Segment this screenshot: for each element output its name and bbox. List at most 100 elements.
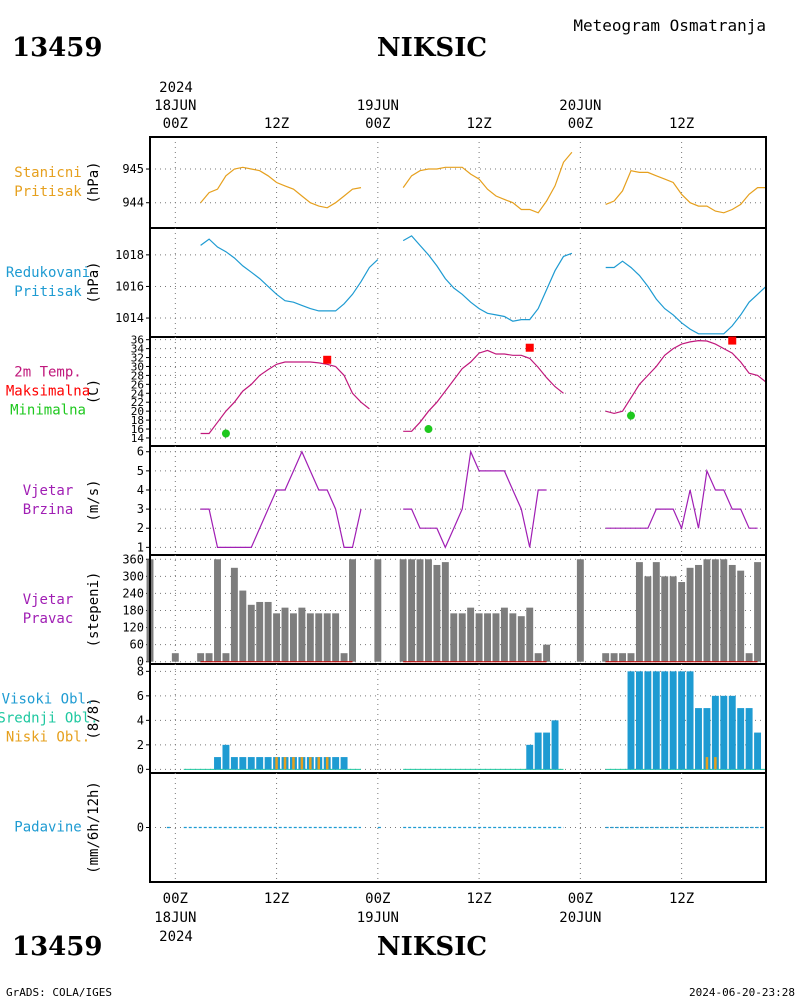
panel-label: 2m Temp. (14, 365, 81, 381)
cloud-low-bar (300, 757, 304, 770)
time-ticks-bottom: 00Z 18JUN 12Z 00Z 19JUN 12Z 00Z 20JUN 12Z (154, 891, 694, 926)
series-line (402, 151, 573, 214)
direction-bar (214, 559, 221, 662)
panel-label: Redukovani (6, 265, 90, 281)
direction-bar (678, 582, 686, 662)
y-tick-label: 36 (131, 334, 144, 347)
cloud-high-bar (728, 695, 736, 770)
time-tick-bottom-date: 20JUN (559, 910, 601, 926)
y-tick-label: 8 (137, 664, 144, 678)
panel-label: Pritisak (14, 184, 82, 200)
y-axis-label: (hPa) (86, 261, 102, 303)
direction-bar (711, 559, 719, 662)
cloud-high-bar (551, 720, 559, 770)
cloud-high-bar (239, 757, 247, 770)
tmin-marker (626, 411, 635, 420)
direction-bar (754, 562, 762, 662)
tmax-marker (525, 343, 534, 352)
y-tick-label: 22 (131, 396, 144, 409)
panel-label: Maksimalna (6, 384, 90, 400)
time-tick-top-label: 12Z (669, 116, 694, 132)
cloud-high-bar (332, 757, 340, 770)
time-tick-bottom-label: 12Z (466, 891, 491, 907)
panel-label: Stanicni (14, 165, 81, 181)
panel-label: Pritisak (14, 284, 82, 300)
product-title: Meteogram Osmatranja (573, 16, 766, 35)
direction-bar (433, 564, 441, 662)
time-ticks-top: 00Z 18JUN 12Z 00Z 19JUN 12Z 00Z 20JUN 12Z (154, 98, 694, 132)
series-line (200, 361, 370, 435)
direction-bar (441, 562, 449, 662)
panel-wind-speed: 1 2 3 4 5 6 (m/s) Vjetar Brzina (23, 445, 766, 555)
cloud-low-bar (309, 757, 312, 770)
direction-bar (509, 613, 517, 662)
y-tick-label: 0 (137, 655, 144, 669)
time-tick-bottom-label: 00Z (365, 891, 390, 907)
station-name-bottom: NIKSIC (377, 932, 487, 962)
direction-bar (695, 564, 702, 662)
direction-bar (349, 559, 356, 662)
direction-bar (627, 653, 635, 662)
y-tick-label: 1014 (115, 311, 144, 325)
direction-bar (425, 559, 432, 662)
time-tick-top-label: 00Z (568, 116, 593, 132)
y-tick-label: 3 (137, 502, 144, 516)
direction-bar (332, 613, 340, 662)
cloud-low-bar (705, 757, 709, 770)
direction-bar (703, 559, 711, 662)
direction-bar (484, 613, 491, 662)
cloud-high-bar (256, 757, 264, 770)
direction-bar (517, 616, 525, 662)
station-id-top: 13459 (12, 33, 102, 63)
direction-bar (720, 559, 728, 662)
station-id-bottom: 13459 (12, 932, 102, 962)
time-tick-bottom-date: 19JUN (357, 910, 399, 926)
y-tick-label: 16 (131, 423, 144, 436)
time-tick-top-label: 00Z (365, 116, 390, 132)
y-tick-label: 30 (131, 360, 144, 373)
direction-bar (374, 559, 382, 662)
panel-label: Srednji Obl. (0, 711, 99, 727)
time-tick-top-label: 00Z (163, 116, 188, 132)
cloud-high-bar (661, 671, 669, 770)
cloud-high-bar (644, 671, 652, 770)
time-tick-top-date: 18JUN (154, 98, 196, 114)
direction-bar (475, 613, 483, 662)
y-tick-label: 360 (122, 552, 144, 566)
y-tick-label: 60 (130, 638, 144, 652)
cloud-high-bar (635, 671, 643, 770)
y-tick-label: 1016 (115, 279, 144, 293)
cloud-high-bar (627, 671, 635, 770)
panel-label: Padavine (14, 820, 81, 836)
direction-bar (737, 570, 745, 662)
direction-bar (450, 613, 458, 662)
direction-bar (222, 653, 230, 662)
direction-bar (669, 576, 677, 662)
y-tick-label: 180 (122, 603, 144, 617)
cloud-high-bar (534, 732, 542, 770)
cloud-low-bar (275, 757, 278, 770)
panel-label: Vjetar (23, 483, 74, 499)
tmin-marker (424, 425, 433, 434)
cloud-high-bar (543, 732, 551, 770)
direction-bar (399, 559, 407, 662)
y-tick-label: 300 (122, 569, 144, 583)
series-line (200, 450, 362, 549)
direction-bar (289, 613, 297, 662)
time-tick-top-label: 12Z (264, 116, 289, 132)
cloud-low-bar (283, 757, 287, 770)
direction-bar (247, 604, 255, 662)
y-tick-label: 4 (137, 483, 144, 497)
y-axis-label: (8/8) (86, 697, 102, 739)
series-line (403, 349, 564, 432)
series-line (403, 449, 547, 549)
direction-bar (264, 601, 272, 662)
y-tick-label: 6 (137, 689, 144, 703)
cloud-high-bar (711, 695, 719, 770)
direction-bar (467, 607, 475, 662)
y-tick-label: 2 (137, 521, 144, 535)
cloud-high-bar (669, 671, 677, 770)
